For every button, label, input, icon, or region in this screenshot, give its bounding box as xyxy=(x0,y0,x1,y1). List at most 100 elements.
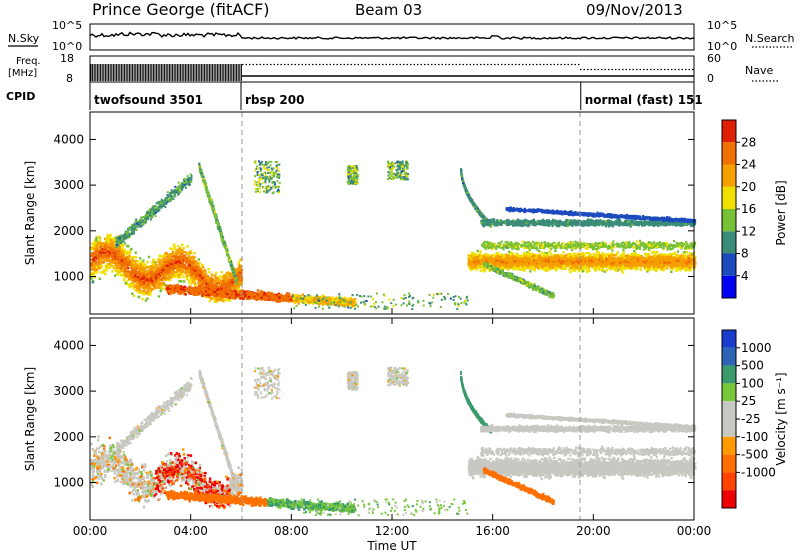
power-cell xyxy=(149,279,153,282)
power-cell xyxy=(124,238,126,241)
power-cell xyxy=(165,273,169,276)
power-cell xyxy=(151,274,155,278)
power-cell xyxy=(143,292,146,295)
power-cell xyxy=(95,239,98,242)
power-cell xyxy=(158,206,160,208)
power-cell xyxy=(224,245,227,247)
power-cell xyxy=(132,287,135,290)
power-cell xyxy=(163,259,166,262)
power-cell xyxy=(154,276,158,280)
power-cell xyxy=(160,282,163,285)
power-cell xyxy=(144,264,147,267)
power-cell xyxy=(151,215,154,218)
power-cell xyxy=(134,278,138,281)
power-cell xyxy=(122,260,126,264)
power-cell xyxy=(231,286,234,289)
power-cell xyxy=(181,243,184,247)
power-cell xyxy=(158,254,161,257)
power-cell xyxy=(142,263,146,266)
power-cell xyxy=(167,196,170,198)
power-cell xyxy=(99,266,102,269)
power-cell xyxy=(169,197,172,199)
power-cell xyxy=(158,263,161,267)
power-cell xyxy=(196,266,199,269)
power-cell xyxy=(204,295,208,299)
power-cell xyxy=(90,248,93,251)
power-cell xyxy=(165,271,168,274)
power-cell xyxy=(191,274,195,277)
power-cell xyxy=(225,272,228,275)
power-cell xyxy=(162,257,166,260)
power-cell xyxy=(105,263,108,266)
power-cell xyxy=(235,279,237,282)
power-cell xyxy=(190,178,193,181)
power-cell xyxy=(170,271,173,274)
power-cell xyxy=(238,275,241,278)
power-cell xyxy=(177,267,180,271)
power-cell xyxy=(181,186,184,189)
power-cell xyxy=(161,282,165,285)
power-cell xyxy=(189,274,193,277)
power-cell xyxy=(140,221,143,224)
power-cell xyxy=(117,258,121,262)
power-cell xyxy=(174,188,177,191)
power-cell xyxy=(157,274,160,278)
power-cell xyxy=(126,262,129,265)
power-cell xyxy=(215,279,218,283)
power-cell xyxy=(109,236,112,240)
power-cell xyxy=(149,215,152,218)
power-cell xyxy=(194,265,197,268)
power-cell xyxy=(139,291,142,295)
power-cell xyxy=(91,252,94,255)
power-cell xyxy=(92,247,96,250)
power-cell xyxy=(151,268,154,271)
power-cell xyxy=(188,178,191,181)
power-cell xyxy=(169,267,172,270)
power-cell xyxy=(97,245,101,248)
power-cell xyxy=(216,295,219,299)
power-cell xyxy=(167,275,170,278)
power-cell xyxy=(176,258,179,262)
power-cell xyxy=(177,193,180,196)
power-cell xyxy=(102,243,105,246)
power-cell xyxy=(98,265,102,268)
power-cell xyxy=(218,298,222,302)
power-cell xyxy=(108,249,112,252)
power-cell xyxy=(117,238,120,241)
power-cell xyxy=(120,269,124,272)
power-cell xyxy=(131,281,134,284)
power-cell xyxy=(201,276,204,280)
power-cell xyxy=(153,273,156,277)
power-cell xyxy=(160,286,164,290)
power-cell xyxy=(155,267,158,270)
power-cell xyxy=(98,277,101,280)
nsearch-tick-bottom: 10^0 xyxy=(707,40,737,53)
power-cell xyxy=(196,270,200,274)
power-cell xyxy=(139,289,142,292)
power-cell xyxy=(151,272,154,275)
power-cell xyxy=(110,254,114,257)
power-cell xyxy=(112,256,115,260)
power-cell xyxy=(133,276,136,279)
power-cell xyxy=(186,175,189,178)
power-cell xyxy=(150,282,153,286)
power-cell xyxy=(103,246,107,249)
power-cell xyxy=(240,265,243,268)
power-cell xyxy=(170,189,173,192)
power-cell xyxy=(181,260,185,264)
power-cell xyxy=(111,243,115,246)
power-cell xyxy=(217,219,219,222)
power-cell xyxy=(100,257,103,261)
power-cell xyxy=(162,284,165,287)
power-cell xyxy=(157,201,160,204)
nsky-tick-bottom: 10^0 xyxy=(52,40,82,53)
power-cell xyxy=(140,267,143,270)
power-cell xyxy=(168,268,171,271)
power-cell xyxy=(215,272,218,275)
power-cell xyxy=(192,277,196,280)
power-cell xyxy=(201,278,204,281)
power-cell xyxy=(135,218,138,221)
power-cell xyxy=(194,274,198,278)
power-cell xyxy=(183,267,187,271)
power-cell xyxy=(179,261,182,264)
